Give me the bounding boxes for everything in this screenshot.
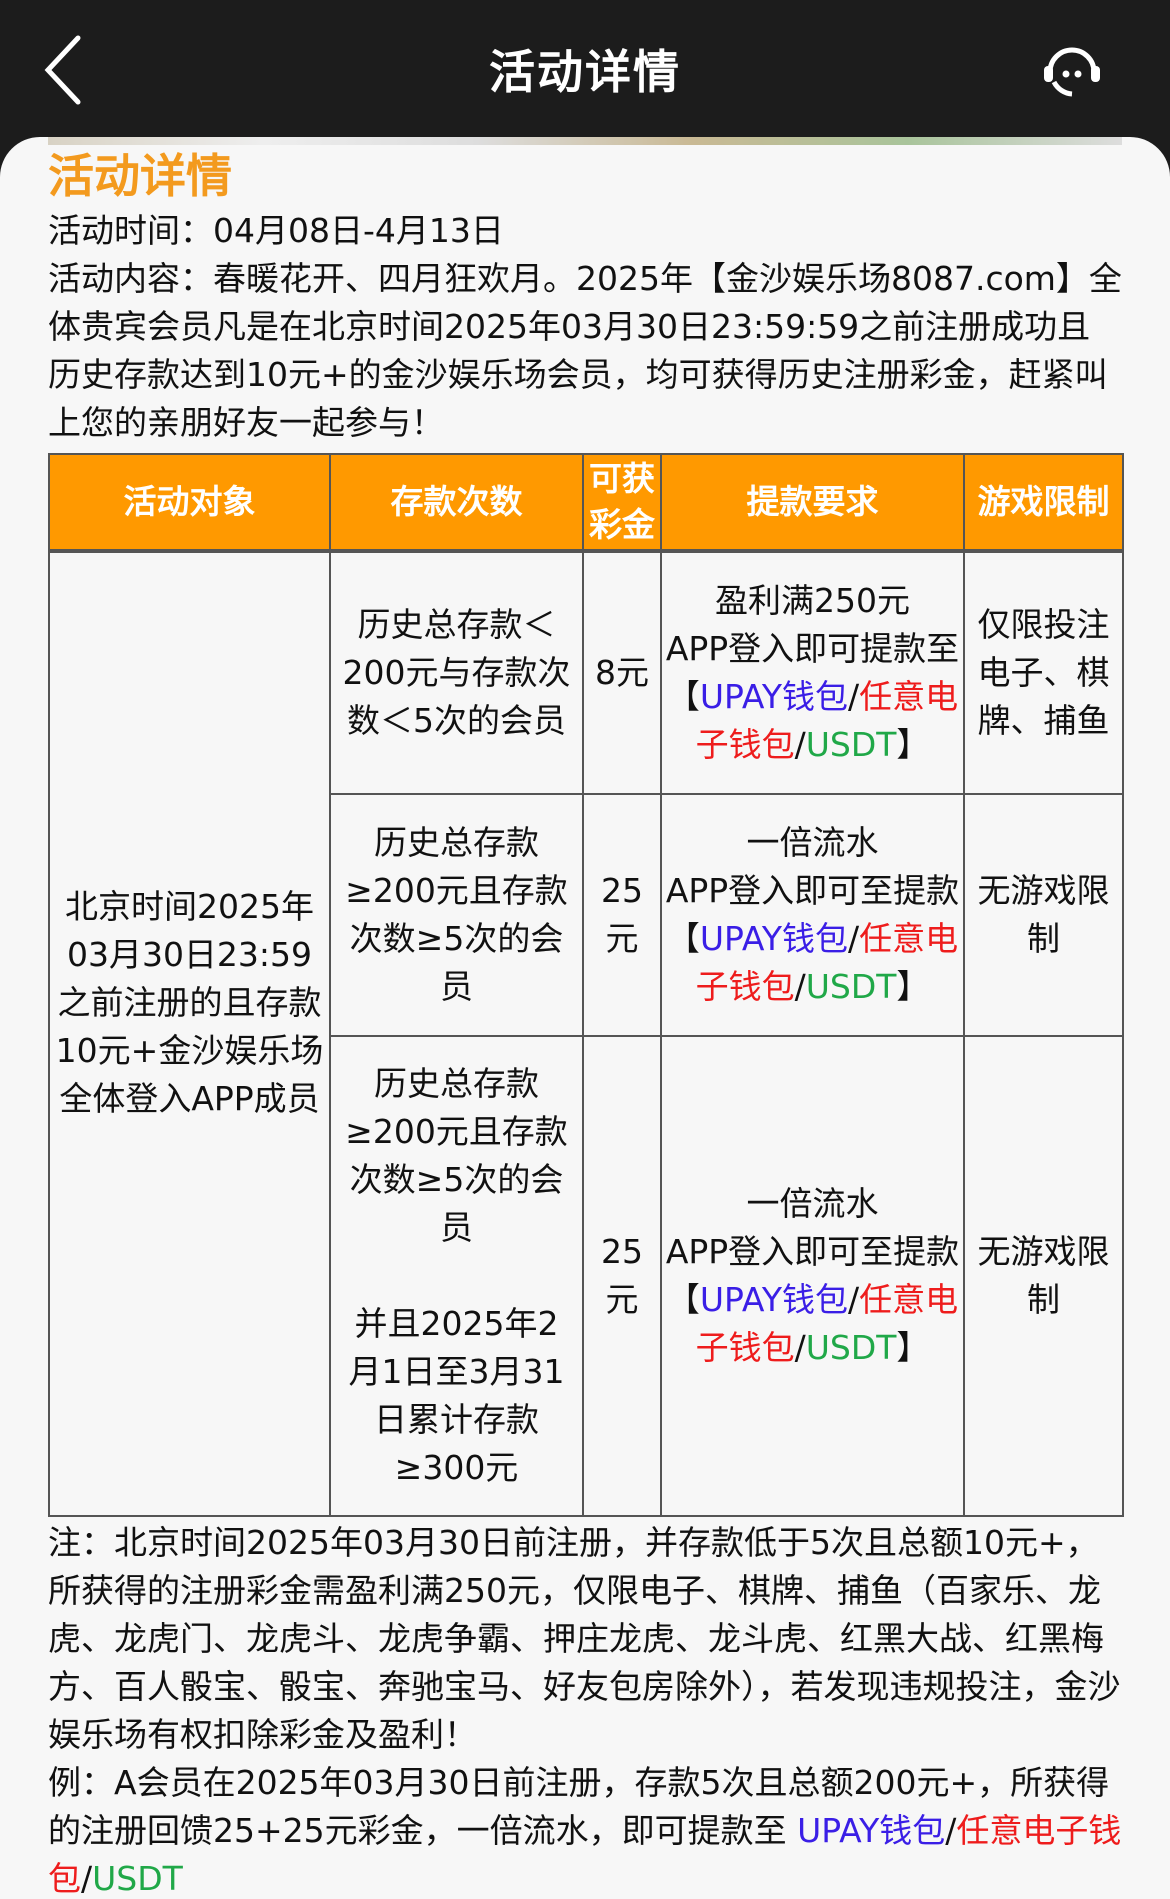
target-cell: 北京时间2025年03月30日23:59之前注册的且存款10元+金沙娱乐场全体登…: [48, 550, 331, 1517]
bonus-cell: 8元: [582, 550, 662, 795]
limit-cell: 无游戏限制: [963, 793, 1124, 1037]
deposit-cell: 历史总存款＜200元与存款次数＜5次的会员: [329, 550, 584, 795]
wallet-list: 【UPAY钱包/任意电子钱包/USDT】: [664, 1276, 961, 1372]
table-header-row: 活动对象 存款次数 可获彩金 提款要求 游戏限制: [48, 453, 1124, 553]
nav-bar: 活动详情: [0, 0, 1170, 137]
bonus-cell: 25元: [582, 793, 662, 1037]
limit-cell: 仅限投注电子、棋牌、捕鱼: [963, 550, 1124, 795]
header-bonus: 可获彩金: [582, 453, 662, 553]
wallet-any: 任意电子钱包: [695, 677, 959, 764]
wallet-list: 【UPAY钱包/任意电子钱包/USDT】: [664, 673, 961, 769]
wallet-any: 任意电子钱包: [695, 919, 959, 1006]
req-line: 一倍流水: [746, 1184, 879, 1223]
wallet-upay: UPAY钱包: [699, 677, 848, 716]
wallet-upay: UPAY钱包: [797, 1811, 946, 1850]
sep: /: [794, 967, 806, 1006]
wallet-list: 【UPAY钱包/任意电子钱包/USDT】: [664, 915, 961, 1011]
sep: /: [848, 677, 860, 716]
req-line: APP登入即可提款至: [665, 629, 960, 668]
bonus-cell: 25元: [582, 1035, 662, 1517]
sep: /: [945, 1811, 957, 1850]
wallet-any: 任意电子钱包: [48, 1811, 1122, 1898]
requirement-cell: 一倍流水 APP登入即可至提款 【UPAY钱包/任意电子钱包/USDT】: [660, 1035, 965, 1517]
deposit-cell: 历史总存款≥200元且存款次数≥5次的会员 并且2025年2月1日至3月31日累…: [329, 1035, 584, 1517]
headset-icon[interactable]: [1040, 36, 1104, 100]
sep: /: [81, 1859, 93, 1898]
bracket: 】: [896, 1328, 930, 1367]
req-line: APP登入即可至提款: [665, 871, 960, 910]
wallet-usdt: USDT: [805, 967, 897, 1006]
deposit-cell: 历史总存款≥200元且存款次数≥5次的会员: [329, 793, 584, 1037]
wallet-upay: UPAY钱包: [699, 1280, 848, 1319]
page-title: 活动详情: [489, 45, 681, 99]
activity-time: 活动时间：04月08日-4月13日: [48, 211, 504, 250]
chevron-left-icon[interactable]: [40, 30, 100, 110]
banner-image: [48, 137, 1122, 145]
bracket: 】: [896, 725, 930, 764]
note-text: 注：北京时间2025年03月30日前注册，并存款低于5次且总额10元+，所获得的…: [48, 1523, 1121, 1754]
content-card: 活动详情 活动时间：04月08日-4月13日 活动内容：春暖花开、四月狂欢月。2…: [0, 137, 1170, 1899]
header-limit: 游戏限制: [963, 453, 1124, 553]
deposit-extra: 并且2025年2月1日至3月31日累计存款≥300元: [348, 1304, 565, 1487]
sep: /: [848, 1280, 860, 1319]
table-row: 历史总存款≥200元且存款次数≥5次的会员 25元 一倍流水 APP登入即可至提…: [49, 793, 1124, 1037]
promo-table: 活动对象 存款次数 可获彩金 提款要求 游戏限制 北京时间2025年03月30日…: [48, 453, 1124, 1517]
table-row: 历史总存款≥200元且存款次数≥5次的会员 并且2025年2月1日至3月31日累…: [49, 1035, 1124, 1517]
bracket: 【: [666, 1280, 700, 1319]
wallet-any: 任意电子钱包: [695, 1280, 959, 1367]
wallet-usdt: USDT: [805, 725, 897, 764]
sep: /: [794, 725, 806, 764]
example-body: 例：A会员在2025年03月30日前注册，存款5次且总额200元+，所获得的注册…: [48, 1763, 1110, 1850]
header-target: 活动对象: [48, 453, 331, 553]
section-heading: 活动详情: [48, 149, 232, 203]
table-row: 北京时间2025年03月30日23:59之前注册的且存款10元+金沙娱乐场全体登…: [48, 550, 1124, 1517]
req-line: 盈利满250元: [715, 581, 910, 620]
limit-cell: 无游戏限制: [963, 1035, 1124, 1517]
bracket: 【: [666, 677, 700, 716]
req-line: APP登入即可至提款: [665, 1232, 960, 1271]
example-text: 例：A会员在2025年03月30日前注册，存款5次且总额200元+，所获得的注册…: [48, 1759, 1122, 1899]
header-deposit: 存款次数: [329, 453, 584, 553]
wallet-usdt: USDT: [805, 1328, 897, 1367]
deposit-text: 历史总存款≥200元且存款次数≥5次的会员: [345, 1064, 568, 1247]
activity-description: 活动内容：春暖花开、四月狂欢月。2025年【金沙娱乐场8087.com】全体贵宾…: [48, 259, 1122, 442]
bracket: 【: [666, 919, 700, 958]
header-requirement: 提款要求: [660, 453, 965, 553]
wallet-usdt: USDT: [92, 1859, 183, 1898]
requirement-cell: 盈利满250元 APP登入即可提款至 【UPAY钱包/任意电子钱包/USDT】: [660, 550, 965, 795]
req-line: 一倍流水: [746, 823, 879, 862]
requirement-cell: 一倍流水 APP登入即可至提款 【UPAY钱包/任意电子钱包/USDT】: [660, 793, 965, 1037]
sep: /: [794, 1328, 806, 1367]
wallet-upay: UPAY钱包: [699, 919, 848, 958]
sep: /: [848, 919, 860, 958]
bracket: 】: [896, 967, 930, 1006]
